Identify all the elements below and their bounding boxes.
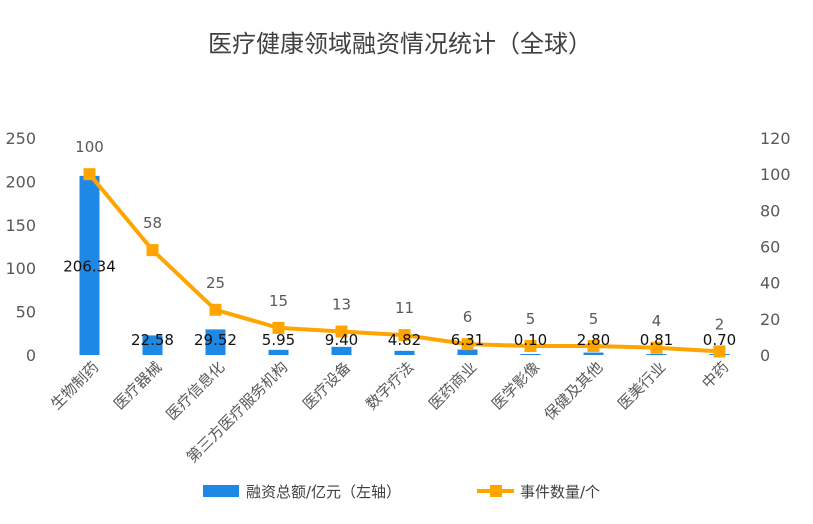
left-axis-tick-label: 0 [26,346,36,365]
line-value-labels: 100 58 25 15 13 11 6 5 5 4 2 [75,138,724,333]
line-point [272,321,285,334]
right-axis-tick-label: 60 [760,238,780,257]
left-axis-tick-label: 200 [5,172,36,191]
bar-value-label: 5.95 [262,331,295,349]
category-label: 生物制药 [47,358,102,413]
bar-series [79,175,730,355]
legend-bar-label: 融资总额/亿元（左轴） [246,483,401,501]
category-label: 医疗设备 [299,358,354,413]
line-value-label: 2 [715,315,725,333]
line-point [524,339,537,352]
category-label: 保健及其他 [541,358,607,424]
category-label: 数字疗法 [362,358,417,413]
line-point [713,345,726,358]
bar-value-labels: 206.34 22.58 29.52 5.95 9.40 4.82 6.31 0.10 2.80… [63,257,736,349]
line-point [335,325,348,338]
category-label: 医学影像 [488,358,543,413]
bar-value-label: 0.10 [514,331,547,349]
right-axis-tick-label: 80 [760,201,780,220]
right-axis-tick-label: 0 [760,346,770,365]
bar [457,349,478,355]
line-point [398,329,411,342]
right-axis-tick-label: 100 [760,165,791,184]
line-point [209,303,222,316]
right-axis-tick-label: 20 [760,310,780,329]
line-series [83,168,726,358]
legend-line-marker [490,485,502,497]
legend: 融资总额/亿元（左轴） 事件数量/个 [203,483,600,501]
category-label: 医疗信息化 [163,358,229,424]
line-point [146,244,159,257]
bar-value-label: 9.40 [325,331,358,349]
left-axis-tick-label: 100 [5,259,36,278]
legend-item-bar[interactable]: 融资总额/亿元（左轴） [203,483,401,501]
bar-value-label: 2.80 [577,331,610,349]
legend-line-label: 事件数量/个 [520,483,600,501]
right-axis: 0 20 40 60 80 100 120 [760,129,791,365]
line-value-label: 6 [463,308,473,326]
bar-value-label: 29.52 [194,331,237,349]
line-point [83,168,96,181]
right-axis-tick-label: 120 [760,129,791,148]
category-label: 中药 [698,358,732,392]
bar [583,352,604,355]
left-axis-tick-label: 50 [16,303,36,322]
left-axis: 0 50 100 150 200 250 [5,129,36,365]
left-axis-tick-label: 250 [5,129,36,148]
line-value-label: 13 [332,295,351,313]
line-value-label: 5 [526,310,536,328]
line-value-label: 11 [395,299,414,317]
bar [205,329,226,355]
line-value-label: 4 [652,312,662,330]
bar-value-label: 0.70 [703,331,736,349]
line-point [461,338,474,351]
bar [142,335,163,355]
bar [331,346,352,355]
line-value-label: 100 [75,138,104,156]
right-axis-tick-label: 40 [760,274,780,293]
legend-item-line[interactable]: 事件数量/个 [477,483,600,501]
bar-value-label: 6.31 [451,331,484,349]
category-label: 医疗器械 [110,358,165,413]
line-value-label: 25 [206,274,225,292]
bar [79,175,100,355]
bar-value-label: 206.34 [63,257,116,275]
bar [646,354,667,355]
chart-title: 医疗健康领域融资情况统计（全球） [208,30,592,58]
line-value-label: 58 [143,214,162,232]
line-point [650,341,663,354]
bar [268,349,289,355]
bar [394,350,415,355]
legend-bar-swatch [203,485,239,497]
line-value-label: 15 [269,292,288,310]
bar-value-label: 0.81 [640,331,673,349]
line-point [587,339,600,352]
bar-value-label: 22.58 [131,331,174,349]
line-path [87,172,722,354]
line-value-label: 5 [589,310,599,328]
category-label: 医药商业 [425,358,480,413]
category-label: 医美行业 [614,358,669,413]
left-axis-tick-label: 150 [5,216,36,235]
bar [520,354,541,355]
bar-value-label: 4.82 [388,331,421,349]
